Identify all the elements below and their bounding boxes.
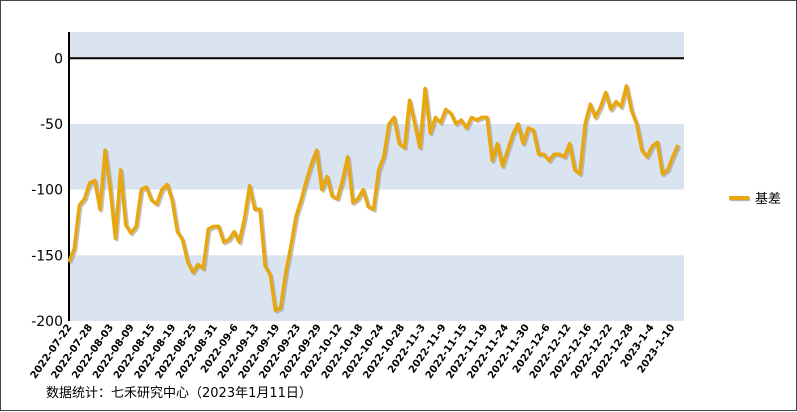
legend-label: 基差	[755, 192, 782, 207]
y-tick-label: 0	[54, 51, 63, 67]
series-line	[67, 84, 680, 313]
y-tick-label: -200	[31, 314, 63, 330]
source-note: 数据统计：七禾研究中心（2023年1月11日）	[46, 386, 312, 401]
y-tick-label: -50	[40, 117, 63, 133]
legend-swatch	[729, 195, 749, 200]
background-band	[69, 32, 684, 59]
y-tick-label: -100	[31, 183, 63, 199]
legend: 基差	[729, 188, 781, 207]
y-tick-label: -150	[31, 248, 63, 264]
background-band	[69, 255, 684, 321]
